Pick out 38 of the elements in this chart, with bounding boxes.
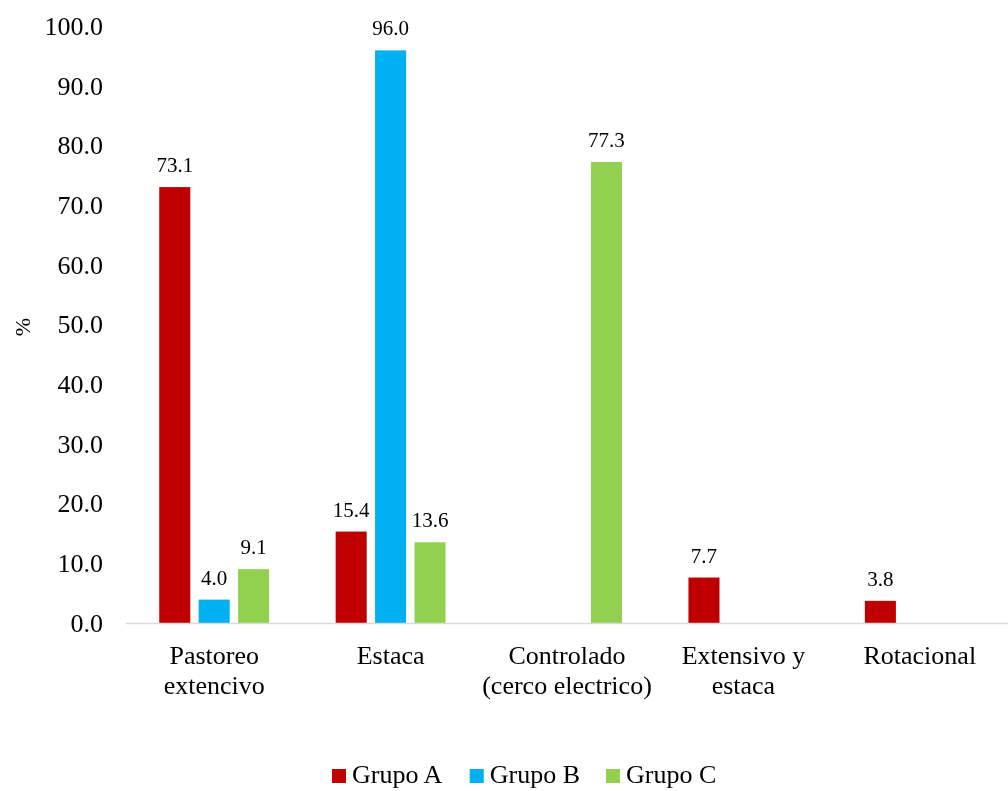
y-tick-label: 40.0	[57, 370, 103, 400]
legend-label: Grupo A	[352, 760, 443, 789]
bar	[159, 187, 191, 624]
x-tick-label: Controlado (cerco electrico)	[482, 641, 652, 700]
legend-label: Grupo C	[626, 760, 717, 789]
bar	[238, 569, 270, 624]
data-label: 77.3	[588, 128, 625, 153]
bar	[375, 50, 407, 624]
y-tick-label: 100.0	[44, 11, 103, 41]
x-tick-label: Estaca	[356, 641, 425, 670]
y-tick-label: 60.0	[57, 250, 103, 280]
bar	[688, 577, 720, 624]
x-tick-label: Extensivo y estaca	[681, 641, 806, 700]
data-label: 4.0	[201, 565, 228, 590]
y-axis-title: %	[10, 317, 35, 337]
data-label: 96.0	[372, 16, 409, 41]
data-label: 13.6	[411, 508, 449, 533]
x-tick-label: Pastoreo extencivo	[163, 641, 265, 700]
data-label: 7.7	[690, 543, 718, 568]
y-tick-label: 90.0	[57, 71, 103, 101]
x-tick-label: Rotacional	[863, 641, 977, 670]
bar	[335, 531, 367, 624]
bar	[864, 600, 896, 624]
y-tick-label: 20.0	[57, 489, 103, 519]
data-label: 9.1	[240, 535, 267, 560]
y-tick-label: 70.0	[57, 190, 103, 220]
y-tick-label: 30.0	[57, 429, 103, 459]
y-tick-label: 10.0	[57, 549, 103, 579]
y-tick-label: 80.0	[57, 131, 103, 161]
bar	[590, 162, 622, 624]
data-label: 15.4	[332, 497, 371, 522]
data-label: 73.1	[156, 153, 194, 178]
data-label: 3.8	[867, 566, 894, 591]
bar	[414, 542, 446, 624]
y-tick-label: 50.0	[57, 310, 103, 340]
y-tick-label: 0.0	[70, 608, 103, 638]
bar	[198, 599, 230, 624]
legend-label: Grupo B	[489, 760, 581, 789]
